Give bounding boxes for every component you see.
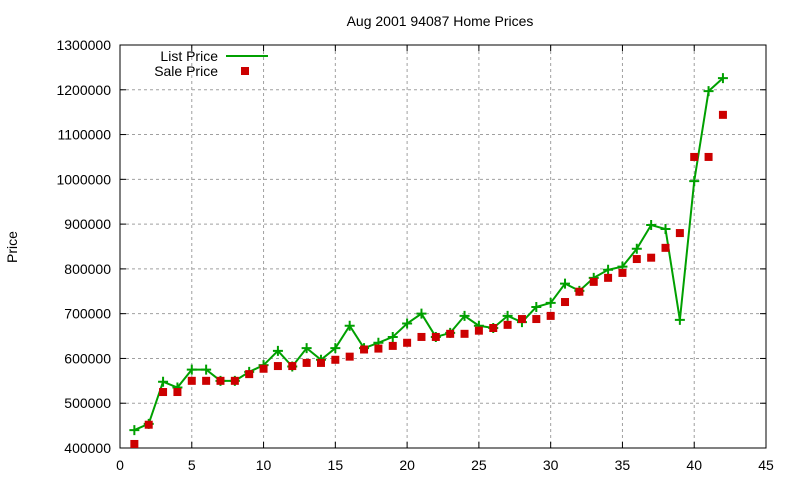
y-tick-label: 1000000 <box>56 171 111 187</box>
list-price-point <box>387 331 398 342</box>
axis-ticks: 0 5 10 15 20 25 30 35 40 45 400000 500000 600000 7000… <box>56 37 774 473</box>
sale-price-point <box>273 362 282 371</box>
list-price-point <box>545 297 556 308</box>
list-price-point <box>158 376 169 387</box>
x-tick-label: 35 <box>615 457 631 473</box>
sale-price-point <box>575 287 584 296</box>
list-price-point <box>344 320 355 331</box>
sale-price-point <box>718 110 727 119</box>
y-tick-label: 1100000 <box>58 127 112 143</box>
y-tick-label: 600000 <box>64 350 111 366</box>
list-price-point <box>660 224 671 235</box>
sale-price-point <box>130 439 139 448</box>
x-tick-label: 15 <box>328 457 344 473</box>
sale-price-point <box>259 364 268 373</box>
list-price-point <box>402 318 413 329</box>
list-price-point <box>201 364 212 375</box>
x-tick-label: 10 <box>256 457 272 473</box>
x-tick-label: 25 <box>471 457 487 473</box>
sale-price-point <box>417 332 426 341</box>
sale-price-point <box>159 388 168 397</box>
sale-price-point <box>331 355 340 364</box>
x-tick-label: 45 <box>758 457 774 473</box>
sale-price-point <box>388 341 397 350</box>
sale-price-point <box>316 358 325 367</box>
series-layer <box>129 73 728 448</box>
list-price-point <box>416 308 427 319</box>
y-tick-label: 1200000 <box>56 82 111 98</box>
list-price-point <box>674 314 685 325</box>
x-tick-label: 40 <box>686 457 702 473</box>
list-price-point <box>717 73 728 84</box>
y-tick-label: 700000 <box>64 306 111 322</box>
y-tick-label: 1300000 <box>56 37 111 53</box>
list-price-point <box>646 220 657 231</box>
sale-price-point <box>589 277 598 286</box>
y-axis-label: Price <box>4 231 20 263</box>
sale-price-point <box>431 332 440 341</box>
x-tick-label: 0 <box>116 457 124 473</box>
x-tick-label: 30 <box>543 457 559 473</box>
list-price-point <box>631 243 642 254</box>
x-tick-label: 5 <box>188 457 196 473</box>
sale-price-point <box>647 253 656 262</box>
sale-price-point <box>360 345 369 354</box>
x-tick-label: 20 <box>399 457 415 473</box>
sale-price-point <box>302 358 311 367</box>
list-price-point <box>186 364 197 375</box>
y-tick-label: 500000 <box>64 395 111 411</box>
sale-price-point <box>374 344 383 353</box>
y-tick-label: 800000 <box>64 261 111 277</box>
sale-price-point <box>532 315 541 324</box>
sale-price-point <box>503 320 512 329</box>
legend-label-list-price: List Price <box>160 48 218 64</box>
grid <box>120 45 766 448</box>
list-price-point <box>129 425 140 436</box>
sale-price-point <box>230 376 239 385</box>
legend-label-sale-price: Sale Price <box>154 63 218 79</box>
y-tick-label: 900000 <box>64 216 111 232</box>
list-price-point <box>603 264 614 275</box>
sale-price-point <box>474 326 483 335</box>
sale-price-point <box>245 370 254 379</box>
list-price-point <box>703 86 714 97</box>
sale-price-point <box>618 268 627 277</box>
list-price-point <box>459 310 470 321</box>
sale-price-point <box>144 420 153 429</box>
y-tick-label: 400000 <box>64 440 111 456</box>
sale-price-point <box>489 323 498 332</box>
sale-price-point <box>460 329 469 338</box>
chart-title: Aug 2001 94087 Home Prices <box>347 13 534 29</box>
sale-price-point <box>345 352 354 361</box>
sale-price-point <box>517 315 526 324</box>
sale-price-point <box>546 311 555 320</box>
sale-price-point <box>675 229 684 238</box>
list-price-point <box>301 343 312 354</box>
sale-price-point <box>690 152 699 161</box>
sale-price-point <box>202 376 211 385</box>
list-price-point <box>531 301 542 312</box>
list-price-point <box>502 310 513 321</box>
sale-price-point <box>446 329 455 338</box>
list-price-point <box>689 176 700 187</box>
sale-price-point <box>288 362 297 371</box>
sale-price-point <box>661 243 670 252</box>
sale-price-point <box>403 338 412 347</box>
list-price-point <box>560 278 571 289</box>
list-price-point <box>330 343 341 354</box>
legend-marker-sale-price <box>241 67 249 75</box>
list-price-point <box>272 345 283 356</box>
legend: List Price Sale Price <box>154 48 268 79</box>
sale-price-point <box>632 255 641 264</box>
sale-price-point <box>187 376 196 385</box>
sale-price-point <box>216 376 225 385</box>
sale-price-point <box>604 273 613 282</box>
sale-price-point <box>704 152 713 161</box>
sale-price-point <box>561 298 570 307</box>
plot-border <box>119 44 767 449</box>
sale-price-point <box>173 388 182 397</box>
